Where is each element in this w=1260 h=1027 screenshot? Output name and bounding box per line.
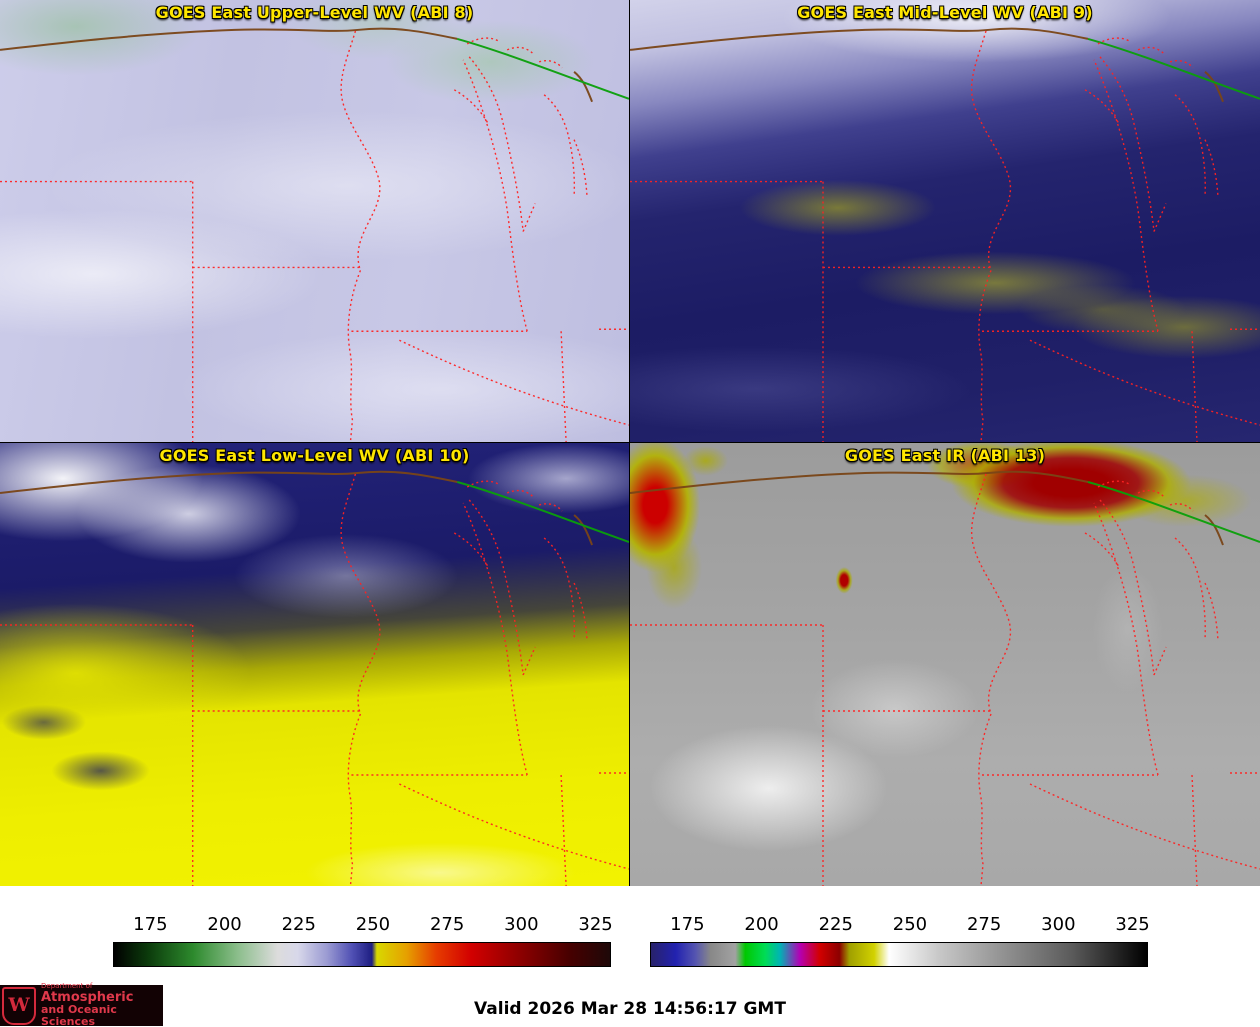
panel-ir: GOES East IR (ABI 13) — [630, 443, 1260, 886]
tick-label: 250 — [892, 914, 928, 935]
state-boundaries-overlay — [0, 27, 629, 442]
logo-text: Department of Atmospheric and Oceanic Sc… — [41, 983, 163, 1027]
logo-name-line1: Atmospheric — [41, 989, 134, 1005]
tick-label: 200 — [207, 914, 242, 935]
state-boundaries-overlay — [630, 470, 1260, 886]
panel-title-ir: GOES East IR (ABI 13) — [844, 446, 1046, 465]
tick-label: 300 — [1041, 914, 1076, 935]
tick-label: 300 — [504, 914, 539, 935]
tick-label: 175 — [670, 914, 705, 935]
panel-title-low-wv: GOES East Low-Level WV (ABI 10) — [159, 446, 470, 465]
tick-label: 250 — [355, 914, 391, 935]
tick-label: 325 — [1115, 914, 1150, 935]
logo-name-line2: and Oceanic Sciences — [41, 1003, 117, 1027]
state-boundaries-overlay — [0, 470, 629, 886]
ir-colorbar-gradient — [650, 942, 1148, 967]
logo-dept-line: Department of — [41, 982, 93, 991]
panel-title-upper-wv: GOES East Upper-Level WV (ABI 8) — [155, 3, 474, 22]
tick-label: 275 — [966, 914, 1002, 935]
valid-time: Valid 2026 Mar 28 14:56:17 GMT — [474, 999, 786, 1019]
colorbar-row: 175 200 225 250 275 300 325 175 200 225 … — [0, 886, 1260, 967]
aos-department-logo: W Department of Atmospheric and Oceanic … — [0, 983, 163, 1027]
state-boundaries-overlay — [630, 27, 1260, 442]
crest-w-letter: W — [8, 994, 30, 1016]
panel-grid: GOES East Upper-Level WV (ABI 8) GOES Ea… — [0, 0, 1260, 886]
uw-crest-icon: W — [2, 986, 36, 1025]
footer: 175 200 225 250 275 300 325 175 200 225 … — [0, 886, 1260, 1027]
wv-colorbar: 175 200 225 250 275 300 325 — [113, 914, 613, 967]
ir-colorbar: 175 200 225 250 275 300 325 — [650, 914, 1150, 967]
panel-upper-level-wv: GOES East Upper-Level WV (ABI 8) — [0, 0, 630, 443]
tick-label: 225 — [281, 914, 316, 935]
tick-label: 175 — [133, 914, 168, 935]
tick-label: 275 — [429, 914, 465, 935]
wv-colorbar-gradient — [113, 942, 611, 967]
wv-colorbar-ticks: 175 200 225 250 275 300 325 — [113, 914, 613, 942]
panel-mid-level-wv: GOES East Mid-Level WV (ABI 9) — [630, 0, 1260, 443]
panel-title-mid-wv: GOES East Mid-Level WV (ABI 9) — [797, 3, 1093, 22]
panel-low-level-wv: GOES East Low-Level WV (ABI 10) — [0, 443, 630, 886]
tick-label: 325 — [578, 914, 613, 935]
ir-colorbar-ticks: 175 200 225 250 275 300 325 — [650, 914, 1150, 942]
tick-label: 200 — [744, 914, 779, 935]
tick-label: 225 — [818, 914, 853, 935]
